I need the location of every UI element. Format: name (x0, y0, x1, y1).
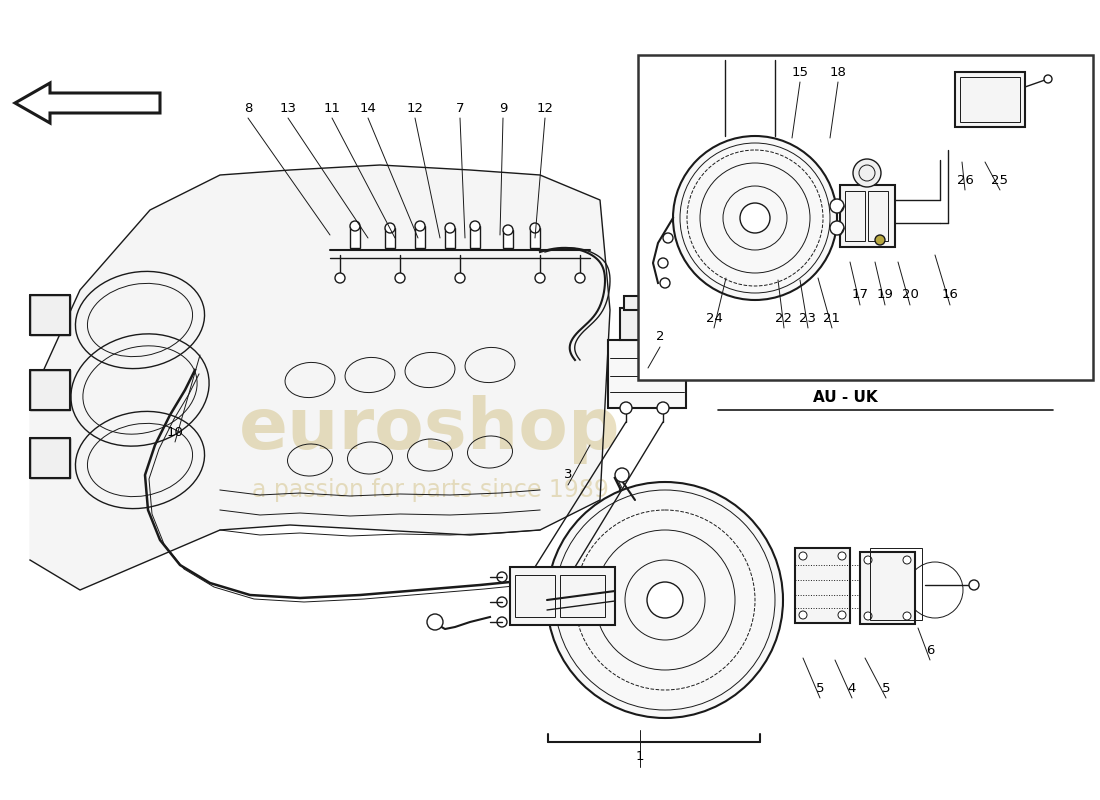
Text: 19: 19 (877, 289, 893, 302)
Bar (560, 575, 605, 617)
Circle shape (903, 612, 911, 620)
Text: 5: 5 (882, 682, 890, 694)
Text: 5: 5 (816, 682, 824, 694)
Text: 3: 3 (563, 469, 572, 482)
Circle shape (673, 136, 837, 300)
Circle shape (497, 572, 507, 582)
Text: 16: 16 (942, 289, 958, 302)
Bar (870, 548, 922, 620)
Circle shape (799, 552, 807, 560)
Text: 11: 11 (323, 102, 341, 114)
Bar (624, 296, 670, 310)
Text: 13: 13 (279, 102, 297, 114)
Text: 9: 9 (498, 102, 507, 114)
Circle shape (620, 402, 632, 414)
Text: euroshop: euroshop (239, 395, 620, 465)
Bar (845, 191, 865, 241)
Circle shape (830, 199, 844, 213)
Circle shape (547, 482, 783, 718)
Text: 24: 24 (705, 311, 723, 325)
Bar (960, 77, 1020, 122)
Text: 12: 12 (537, 102, 553, 114)
Text: 12: 12 (407, 102, 424, 114)
Bar (620, 308, 674, 340)
Circle shape (385, 223, 395, 233)
Circle shape (336, 273, 345, 283)
Circle shape (969, 580, 979, 590)
Polygon shape (30, 165, 611, 590)
Text: 18: 18 (829, 66, 846, 78)
Bar (350, 226, 360, 248)
Bar (530, 228, 540, 248)
Bar (503, 230, 513, 248)
Text: 25: 25 (991, 174, 1009, 186)
Bar (795, 548, 850, 623)
Bar (860, 552, 915, 624)
Circle shape (838, 611, 846, 619)
Circle shape (497, 617, 507, 627)
Text: 20: 20 (902, 289, 918, 302)
Circle shape (615, 468, 629, 482)
Circle shape (903, 556, 911, 564)
Circle shape (446, 223, 455, 233)
Text: 6: 6 (926, 643, 934, 657)
Circle shape (660, 278, 670, 288)
Circle shape (503, 225, 513, 235)
Text: 14: 14 (360, 102, 376, 114)
Circle shape (830, 221, 844, 235)
Circle shape (415, 221, 425, 231)
Circle shape (799, 611, 807, 619)
Circle shape (658, 258, 668, 268)
Text: 8: 8 (244, 102, 252, 114)
Circle shape (1044, 75, 1052, 83)
Circle shape (663, 233, 673, 243)
Circle shape (575, 273, 585, 283)
Circle shape (864, 612, 872, 620)
Circle shape (647, 582, 683, 618)
Circle shape (530, 223, 540, 233)
Circle shape (657, 402, 669, 414)
Circle shape (497, 597, 507, 607)
Bar (510, 567, 615, 625)
Bar (30, 370, 70, 410)
Text: AU - UK: AU - UK (813, 390, 878, 406)
Circle shape (838, 552, 846, 560)
Bar (515, 575, 556, 617)
Text: 23: 23 (800, 311, 816, 325)
Bar (385, 228, 395, 248)
Circle shape (455, 273, 465, 283)
Bar (415, 226, 425, 248)
Bar (30, 438, 70, 478)
Text: 7: 7 (455, 102, 464, 114)
Circle shape (864, 556, 872, 564)
Bar (470, 226, 480, 248)
Circle shape (874, 235, 886, 245)
Text: 1: 1 (636, 750, 645, 763)
Text: 2: 2 (656, 330, 664, 343)
Bar (30, 295, 70, 335)
Circle shape (427, 614, 443, 630)
Bar (955, 72, 1025, 127)
Bar (608, 340, 686, 408)
Circle shape (350, 221, 360, 231)
Text: 26: 26 (957, 174, 974, 186)
Circle shape (740, 203, 770, 233)
Circle shape (535, 273, 544, 283)
Bar (446, 228, 455, 248)
Text: 10: 10 (166, 426, 184, 438)
Circle shape (395, 273, 405, 283)
FancyBboxPatch shape (638, 55, 1093, 380)
Circle shape (470, 221, 480, 231)
Bar (868, 191, 888, 241)
Bar (840, 185, 895, 247)
Text: 21: 21 (824, 311, 840, 325)
Text: 17: 17 (851, 289, 869, 302)
Text: a passion for parts since 1989: a passion for parts since 1989 (252, 478, 608, 502)
Circle shape (852, 159, 881, 187)
Text: 4: 4 (848, 682, 856, 694)
Text: 22: 22 (776, 311, 792, 325)
Text: 15: 15 (792, 66, 808, 78)
